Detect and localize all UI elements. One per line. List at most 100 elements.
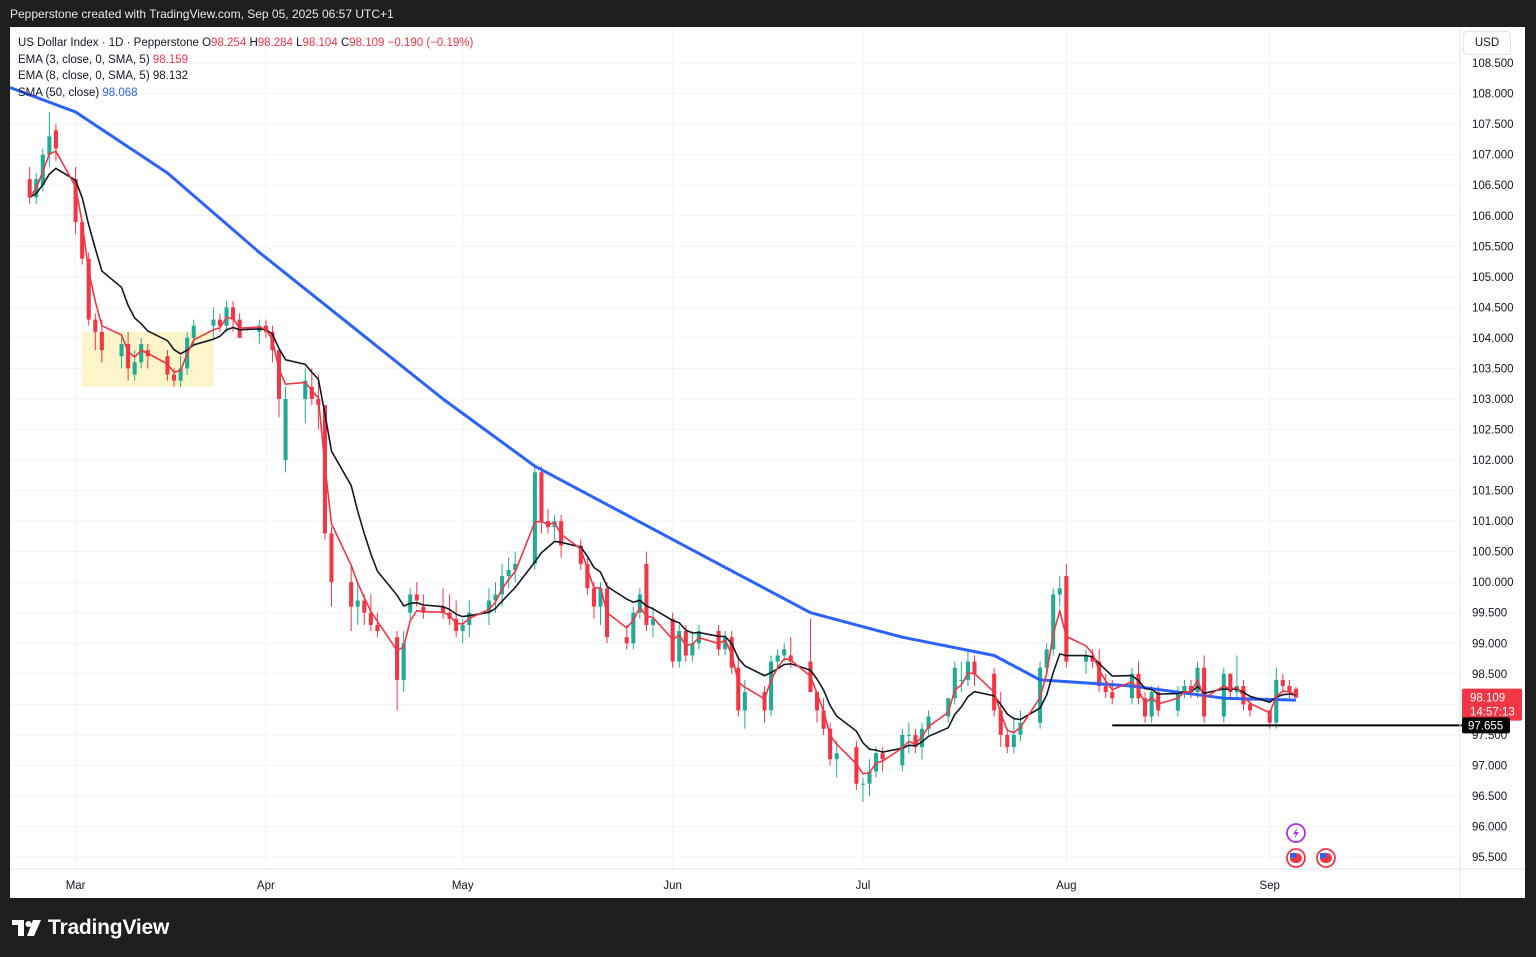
candle[interactable]: [926, 716, 931, 729]
candle[interactable]: [1188, 686, 1194, 693]
candle[interactable]: [769, 661, 774, 711]
candle[interactable]: [375, 624, 380, 632]
candle[interactable]: [598, 588, 603, 607]
candle[interactable]: [309, 386, 314, 399]
candle[interactable]: [217, 319, 222, 326]
ema8-legend-row[interactable]: EMA (8, close, 0, SMA, 5) 98.132: [18, 68, 473, 85]
candle[interactable]: [742, 692, 747, 711]
candle[interactable]: [329, 533, 334, 583]
candle[interactable]: [86, 258, 91, 320]
candle[interactable]: [454, 618, 459, 632]
candle[interactable]: [53, 130, 58, 149]
candle[interactable]: [723, 637, 728, 650]
candle[interactable]: [906, 734, 911, 736]
candle[interactable]: [782, 649, 787, 656]
candle[interactable]: [440, 606, 446, 613]
candle[interactable]: [119, 344, 124, 357]
candle[interactable]: [1090, 655, 1095, 662]
candle[interactable]: [690, 643, 695, 656]
ema8-line[interactable]: [29, 167, 1297, 753]
candle[interactable]: [165, 356, 170, 375]
candle[interactable]: [1057, 588, 1062, 595]
candle[interactable]: [860, 783, 865, 785]
candle[interactable]: [362, 600, 367, 613]
candle[interactable]: [99, 331, 104, 351]
candle[interactable]: [821, 710, 826, 729]
candle[interactable]: [1228, 673, 1233, 693]
candle[interactable]: [1083, 655, 1089, 662]
sma50-legend-row[interactable]: SMA (50, close) 98.068: [18, 85, 473, 102]
candle[interactable]: [539, 472, 544, 522]
candle[interactable]: [132, 362, 137, 375]
last-price-tag[interactable]: [1462, 688, 1522, 721]
sma50-line[interactable]: [10, 86, 1297, 702]
candle[interactable]: [959, 679, 964, 681]
candle[interactable]: [513, 563, 518, 570]
candle[interactable]: [624, 637, 629, 644]
price-chart[interactable]: 108.500 108.000 107.500 107.000 106.500 106.0…: [10, 27, 1525, 898]
candle[interactable]: [1011, 734, 1016, 748]
candle[interactable]: [368, 612, 373, 625]
support-price-tag[interactable]: [1462, 717, 1510, 734]
candle[interactable]: [1149, 692, 1154, 717]
candle[interactable]: [506, 569, 511, 577]
candle[interactable]: [1267, 710, 1272, 723]
tradingview-logo[interactable]: TradingView: [12, 916, 169, 940]
candle[interactable]: [224, 307, 229, 326]
candle[interactable]: [93, 319, 98, 332]
candle[interactable]: [913, 734, 918, 748]
ema3-line[interactable]: [29, 150, 1297, 775]
candle[interactable]: [1064, 576, 1069, 662]
candle[interactable]: [965, 661, 970, 680]
candle[interactable]: [762, 692, 767, 711]
candle[interactable]: [644, 563, 649, 625]
candle[interactable]: [1156, 692, 1161, 711]
candle[interactable]: [1018, 722, 1023, 735]
candle[interactable]: [178, 368, 183, 381]
candle[interactable]: [47, 136, 52, 155]
candle[interactable]: [736, 667, 741, 711]
candle[interactable]: [493, 594, 498, 601]
currency-button[interactable]: USD: [1463, 31, 1511, 55]
candle[interactable]: [276, 350, 282, 399]
candle[interactable]: [1110, 692, 1115, 699]
symbol-name[interactable]: US Dollar Index · 1D · Pepperstone: [18, 37, 199, 49]
candle[interactable]: [532, 472, 537, 564]
candle[interactable]: [867, 771, 872, 784]
candle[interactable]: [828, 728, 833, 760]
candle[interactable]: [191, 325, 196, 338]
candle[interactable]: [814, 692, 820, 711]
candle[interactable]: [578, 545, 583, 564]
candle[interactable]: [1051, 594, 1056, 650]
candle[interactable]: [303, 380, 308, 399]
candle[interactable]: [716, 631, 721, 650]
candle[interactable]: [631, 612, 636, 644]
candle[interactable]: [1274, 679, 1279, 723]
candle[interactable]: [637, 594, 642, 613]
candle[interactable]: [1182, 686, 1187, 693]
candle[interactable]: [677, 631, 682, 662]
candle[interactable]: [27, 179, 32, 198]
candle[interactable]: [1248, 704, 1253, 711]
candle[interactable]: [1044, 649, 1049, 668]
candle[interactable]: [1221, 673, 1226, 717]
candle[interactable]: [421, 606, 426, 613]
candle[interactable]: [834, 753, 839, 760]
candle[interactable]: [414, 594, 419, 601]
candle[interactable]: [683, 631, 688, 656]
candle[interactable]: [591, 588, 596, 607]
candle[interactable]: [919, 728, 925, 748]
candle[interactable]: [854, 747, 859, 784]
candle[interactable]: [355, 600, 360, 607]
candle[interactable]: [972, 661, 977, 674]
candle[interactable]: [80, 221, 85, 259]
candle[interactable]: [900, 734, 905, 766]
candle[interactable]: [788, 655, 793, 662]
candle[interactable]: [952, 667, 957, 699]
candle[interactable]: [211, 319, 216, 326]
ema3-legend-row[interactable]: EMA (3, close, 0, SMA, 5) 98.159: [18, 52, 473, 69]
candle[interactable]: [349, 582, 354, 607]
candle[interactable]: [1280, 679, 1285, 687]
candle[interactable]: [460, 624, 465, 632]
candle[interactable]: [395, 637, 400, 680]
